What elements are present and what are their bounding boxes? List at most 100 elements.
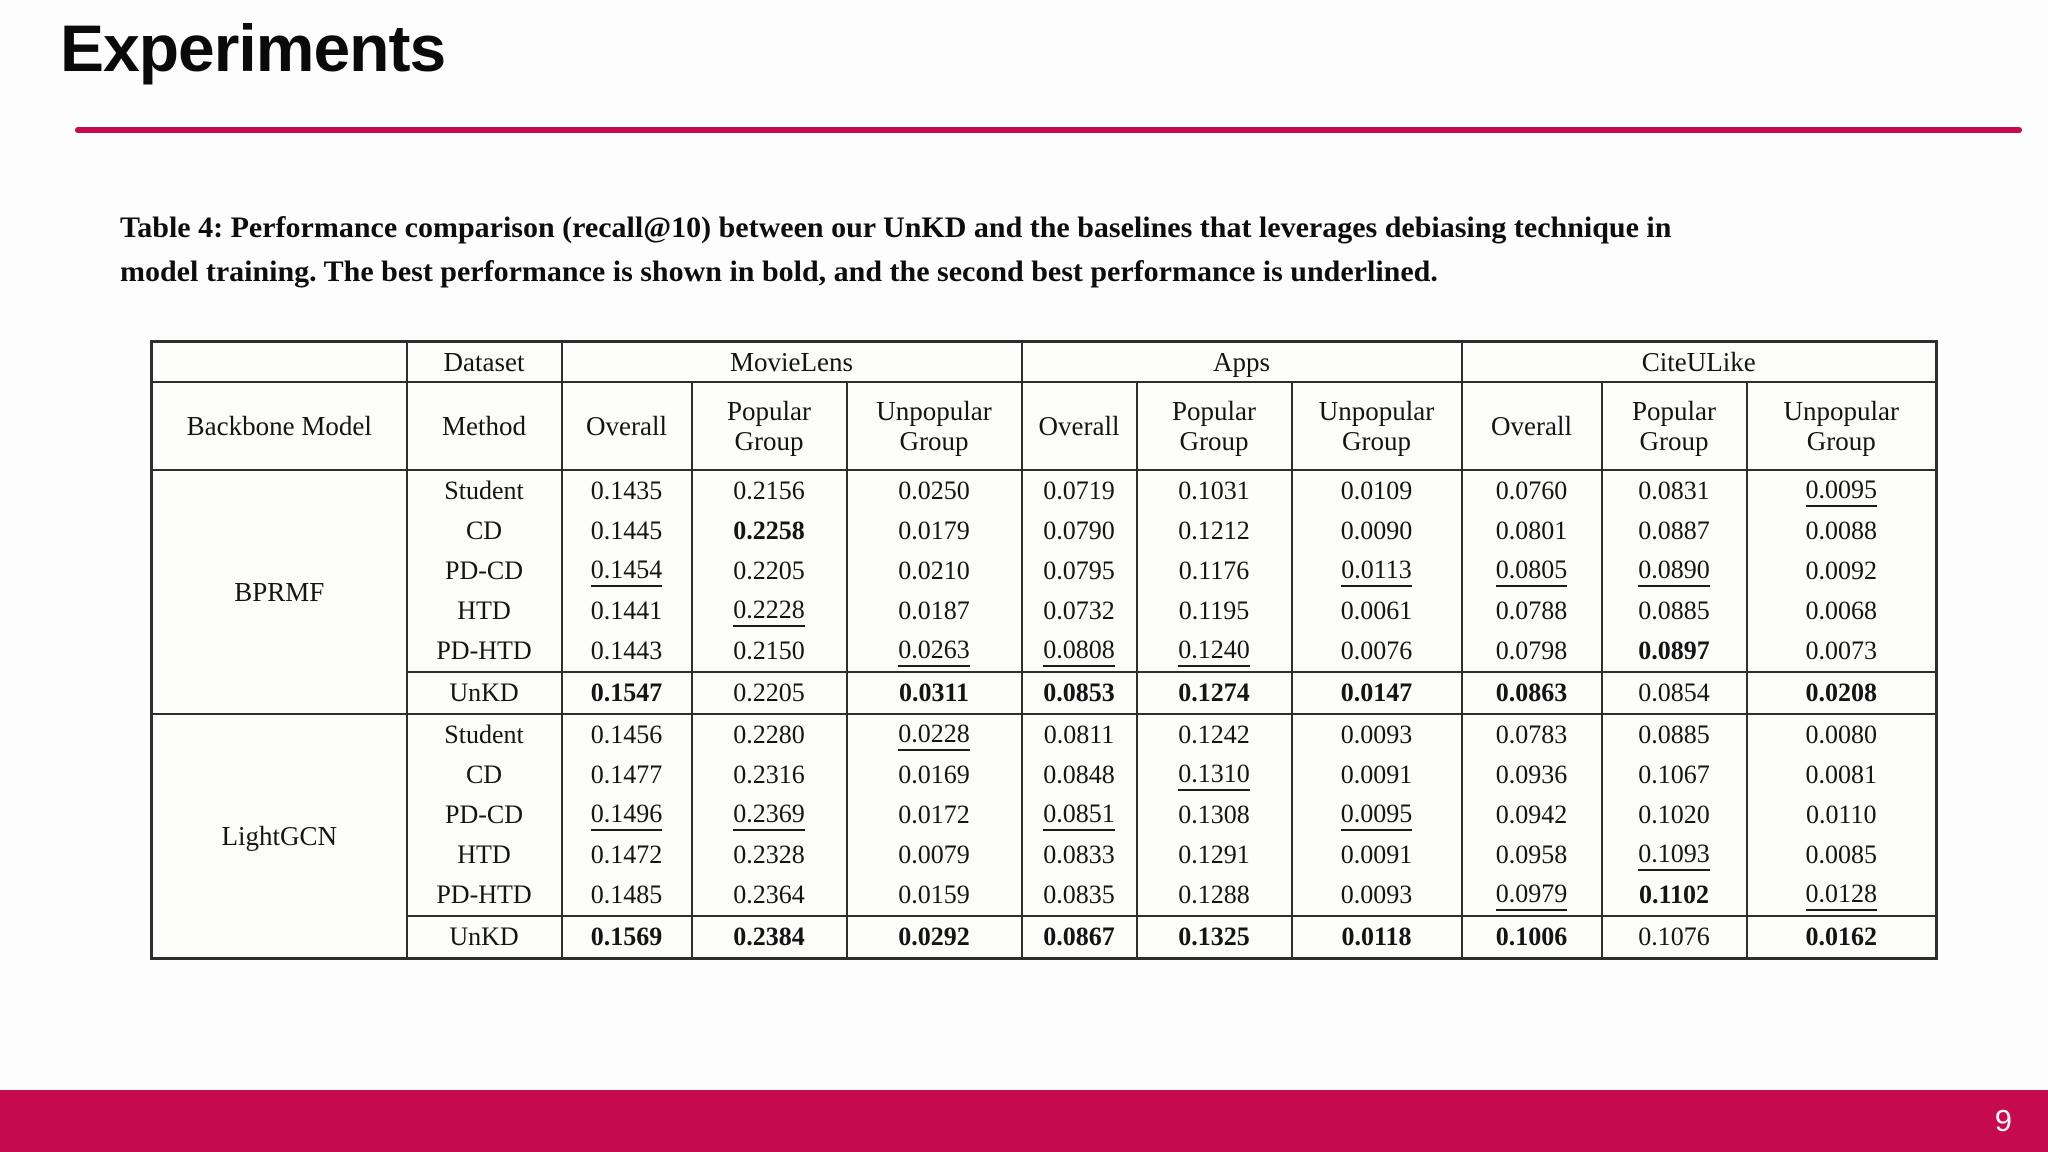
metric-value: 0.1274 [1178,678,1250,707]
metric-cell: 0.0732 [1020,591,1138,631]
metric-cell: 0.0162 [1745,915,1938,960]
table-row: PD-CD 0.1496 0.2369 0.0172 0.0851 0.1308 0.009… [152,795,1938,835]
metric-value: 0.0808 [1043,636,1115,668]
metric-cell: 0.0128 [1745,875,1938,916]
metric-cell: 0.1006 [1460,915,1603,960]
header-row-datasets: Dataset MovieLens Apps CiteULike [150,341,1938,383]
metric-value: 0.0109 [1340,476,1413,505]
metric-cell: 0.1477 [560,755,693,795]
metric-cell: 0.0073 [1745,631,1938,672]
metric-value: 0.0788 [1495,596,1568,625]
metric-value: 0.1176 [1178,556,1250,585]
metric-cell: 0.1496 [560,795,693,835]
metric-value: 0.0228 [898,720,970,752]
metric-value: 0.1547 [590,678,663,707]
metric-cell: 0.1310 [1135,755,1293,795]
metric-value: 0.1242 [1178,720,1250,749]
metric-cell: 0.1240 [1135,631,1293,672]
metric-cell: 0.0263 [845,631,1023,672]
metric-cell: 0.0783 [1460,714,1603,755]
metric-cell: 0.0958 [1460,835,1603,875]
metric-cell: 0.2316 [690,755,848,795]
metric-value: 0.0128 [1805,880,1878,912]
metric-value: 0.0801 [1495,516,1568,545]
metric-value: 0.0110 [1806,800,1877,829]
metric-value: 0.1240 [1178,636,1250,668]
metric-value: 0.1445 [590,516,663,545]
metric-value: 0.1031 [1178,476,1250,505]
metric-value: 0.2156 [733,476,805,505]
metric-cell: 0.0942 [1460,795,1603,835]
performance-table: Dataset MovieLens Apps CiteULike Backbon… [150,340,1939,960]
metric-cell: 0.2205 [690,551,848,591]
results-table-wrapper: Dataset MovieLens Apps CiteULike Backbon… [150,340,1939,960]
metric-value: 0.0113 [1341,556,1412,588]
metric-cell: 0.2369 [690,795,848,835]
metric-cell: 0.0760 [1460,470,1603,511]
metric-value: 0.1454 [590,556,663,588]
metric-cell: 0.1325 [1135,915,1293,960]
metric-value: 0.1485 [590,880,663,909]
metric-value: 0.2228 [733,596,805,628]
metric-cell: 0.0079 [845,835,1023,875]
dataset-movielens: MovieLens [560,341,1023,383]
metric-cell: 0.0061 [1290,591,1463,631]
metric-value: 0.0783 [1495,720,1568,749]
metric-value: 0.1456 [590,720,663,749]
metric-cell: 0.0250 [845,470,1023,511]
metric-cell: 0.1176 [1135,551,1293,591]
metric-cell: 0.1443 [560,631,693,672]
metric-cell: 0.1569 [560,915,693,960]
metric-value: 0.1020 [1638,800,1710,829]
page-number: 9 [1994,1103,2012,1138]
metric-value: 0.0091 [1340,760,1413,789]
table-row: BPRMF Student 0.1435 0.2156 0.0250 0.0719 0.10… [150,470,1938,715]
metric-cell: 0.0088 [1745,511,1938,551]
metric-value: 0.0885 [1638,596,1710,625]
metric-value: 0.1435 [590,476,663,505]
metric-value: 0.0979 [1495,880,1568,912]
metric-value: 0.0079 [898,840,970,869]
metric-value: 0.1093 [1638,840,1710,872]
metric-cell: 0.2228 [690,591,848,631]
metric-cell: 0.0109 [1290,470,1463,511]
metric-cell: 0.1456 [560,714,693,755]
metric-value: 0.0187 [898,596,970,625]
metric-cell: 0.0833 [1020,835,1138,875]
metric-cell: 0.0801 [1460,511,1603,551]
metric-value: 0.2150 [733,636,805,665]
metric-cell: 0.1274 [1135,671,1293,715]
metric-cell: 0.0292 [845,915,1023,960]
metric-value: 0.0159 [898,880,970,909]
metric-value: 0.0848 [1043,760,1115,789]
metric-cell: 0.1291 [1135,835,1293,875]
metric-value: 0.1496 [590,800,663,832]
metric-cell: 0.0090 [1290,511,1463,551]
metric-cell: 0.0179 [845,511,1023,551]
metric-cell: 0.0885 [1600,591,1748,631]
metric-value: 0.0790 [1043,516,1115,545]
metric-value: 0.1308 [1178,800,1250,829]
metric-value: 0.0093 [1340,720,1413,749]
method-cell: UnKD [405,671,563,715]
metric-cell: 0.0085 [1745,835,1938,875]
subheader-unpopular-group: Unpopular Group [845,382,1023,471]
metric-cell: 0.0113 [1290,551,1463,591]
metric-value: 0.1310 [1178,760,1250,792]
method-cell: UnKD [405,915,563,960]
table-row: PD-HTD 0.1443 0.2150 0.0263 0.0808 0.1240 0.00… [152,631,1938,672]
metric-cell: 0.0798 [1460,631,1603,672]
metric-cell: 0.0110 [1745,795,1938,835]
metric-cell: 0.0795 [1020,551,1138,591]
metric-value: 0.1102 [1638,880,1710,909]
metric-value: 0.1472 [590,840,663,869]
subheader-overall: Overall [1460,382,1603,471]
metric-value: 0.0076 [1340,636,1413,665]
metric-cell: 0.0805 [1460,551,1603,591]
table-row: LightGCN Student 0.1456 0.2280 0.0228 0.0811 0… [150,714,1938,960]
metric-cell: 0.2150 [690,631,848,672]
metric-value: 0.2258 [733,516,805,545]
metric-cell: 0.1076 [1600,915,1748,960]
metric-cell: 0.0210 [845,551,1023,591]
table-caption: Table 4: Performance comparison (recall@… [120,206,1956,295]
